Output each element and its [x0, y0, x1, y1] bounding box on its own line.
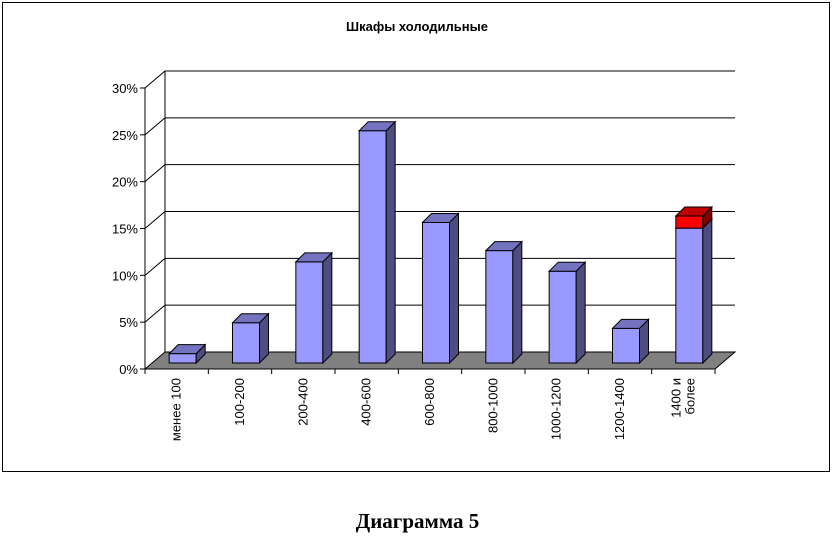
- bar-main-1: [231, 312, 270, 365]
- x-tick-label: 400-600: [359, 378, 374, 426]
- bar-main-6: [547, 260, 587, 365]
- x-tick-label: менее 100: [169, 378, 184, 441]
- y-tick-label: 15%: [112, 222, 138, 237]
- chart-title: Шкафы холодильные: [346, 19, 488, 34]
- y-tick-label: 30%: [112, 81, 138, 96]
- bar-top-8: [674, 205, 714, 230]
- x-tick-label: 1000-1200: [549, 378, 564, 440]
- bar-main-0: [167, 343, 207, 365]
- y-tick-label: 10%: [112, 268, 138, 283]
- bar-main-5: [484, 240, 524, 365]
- bar-main-8: [674, 217, 714, 365]
- x-tick-label: 1200-1400: [612, 378, 627, 440]
- x-tick-label: 600-800: [422, 378, 437, 426]
- x-tick-label: 200-400: [295, 378, 310, 426]
- bar-main-2: [294, 251, 334, 365]
- x-tick-label: 800-1000: [485, 378, 500, 433]
- x-tick-label: 1400 иболее: [668, 378, 697, 418]
- gridline: [144, 70, 735, 89]
- x-tick-label: 100-200: [232, 378, 247, 426]
- gridline: [144, 117, 735, 136]
- gridline: [144, 164, 735, 183]
- bar-chart: 0% 5% 10% 15% 20% 25% 30% менее 100 100-200 200-4…: [112, 19, 737, 441]
- y-tick-label: 25%: [112, 128, 138, 143]
- y-tick-label: 20%: [112, 175, 138, 190]
- bar-main-4: [421, 212, 460, 365]
- y-tick-label: 0%: [119, 362, 138, 377]
- y-tick-label: 5%: [119, 315, 138, 330]
- bar-main-3: [357, 120, 397, 365]
- diagram-caption: Диаграмма 5: [355, 509, 480, 533]
- bar-main-7: [611, 318, 650, 365]
